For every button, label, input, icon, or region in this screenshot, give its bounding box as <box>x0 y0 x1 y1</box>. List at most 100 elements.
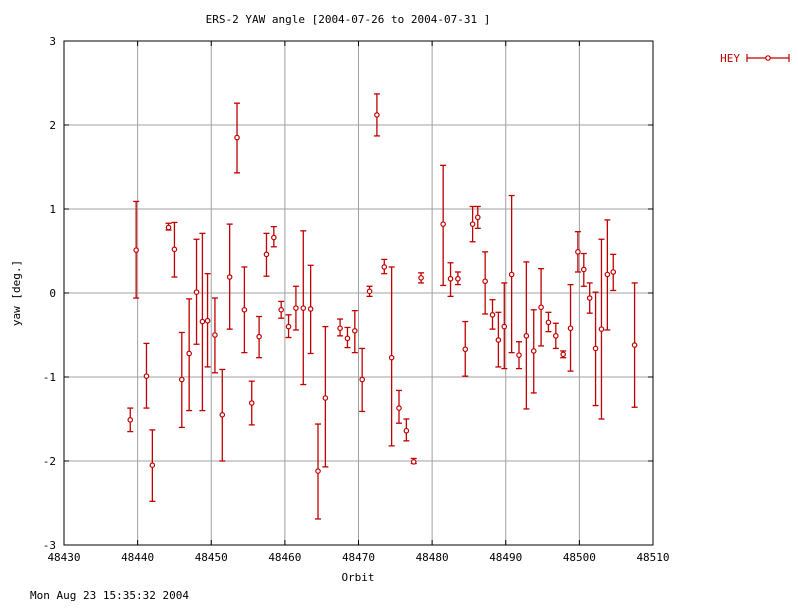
point-marker <box>469 221 476 227</box>
point-marker <box>366 288 373 295</box>
data-point <box>133 200 140 299</box>
data-point <box>359 347 366 413</box>
point-marker <box>193 289 200 295</box>
data-point <box>149 429 156 502</box>
point-marker <box>165 224 172 231</box>
data-point <box>292 285 299 331</box>
data-point <box>440 164 447 287</box>
point-marker <box>186 350 192 357</box>
data-point <box>474 205 481 229</box>
point-marker <box>143 373 150 379</box>
point-marker <box>344 335 351 342</box>
point-marker <box>293 305 299 311</box>
point-marker <box>374 112 380 118</box>
point-marker <box>322 395 329 401</box>
data-point <box>482 251 489 315</box>
point-marker <box>538 304 544 311</box>
point-marker <box>127 417 134 423</box>
chart-title: ERS-2 YAW angle [2004-07-26 to 2004-07-3… <box>206 13 491 26</box>
data-point <box>508 194 515 354</box>
data-point <box>226 223 233 330</box>
data-point <box>337 318 344 337</box>
point-marker <box>315 468 321 474</box>
data-point <box>567 283 574 372</box>
point-marker <box>171 246 178 253</box>
point-marker <box>567 325 574 332</box>
point-marker <box>219 411 226 418</box>
point-marker <box>474 214 481 221</box>
y-axis-ticks: -3 -2 -1 0 1 2 3 <box>43 35 653 552</box>
legend-label-hey: HEY <box>720 52 740 65</box>
x-tick-label: 48510 <box>636 551 669 564</box>
point-marker <box>523 333 530 339</box>
y-tick-label: -3 <box>43 539 56 552</box>
point-marker <box>278 306 284 313</box>
data-point <box>307 264 314 355</box>
point-marker <box>285 323 292 330</box>
point-marker <box>440 221 446 227</box>
data-point <box>418 272 425 284</box>
data-series-hey <box>127 93 638 520</box>
data-point <box>241 266 248 354</box>
point-marker <box>501 323 508 330</box>
x-tick-label: 48440 <box>121 551 154 564</box>
x-tick-label: 48450 <box>195 551 228 564</box>
point-marker <box>530 348 537 354</box>
y-axis-label: yaw [deg.] <box>10 260 23 326</box>
x-axis-ticks: 48430 48440 48450 48460 48470 48480 48490 48500… <box>47 41 670 564</box>
point-marker <box>337 325 343 332</box>
point-marker <box>263 251 270 258</box>
point-marker <box>212 332 218 338</box>
x-tick-label: 48490 <box>489 551 522 564</box>
data-point <box>530 309 537 394</box>
timestamp: Mon Aug 23 15:35:32 2004 <box>30 589 189 602</box>
data-point <box>403 418 410 442</box>
x-tick-label: 48470 <box>342 551 375 564</box>
point-marker <box>256 333 262 340</box>
data-point <box>211 297 218 374</box>
data-point <box>489 299 496 330</box>
point-marker <box>300 305 307 311</box>
legend: HEY <box>720 52 790 65</box>
point-marker <box>241 306 248 313</box>
point-marker <box>226 274 233 280</box>
data-point <box>560 350 567 359</box>
data-point <box>395 389 402 424</box>
data-point <box>315 423 322 520</box>
data-point <box>516 341 523 370</box>
x-tick-label: 48500 <box>563 551 596 564</box>
data-point <box>580 252 587 287</box>
grid-lines <box>64 41 653 545</box>
data-point <box>234 102 241 174</box>
point-marker <box>462 346 469 353</box>
data-point <box>193 238 200 345</box>
data-point <box>204 273 211 368</box>
point-marker <box>199 318 206 325</box>
data-point <box>344 326 351 349</box>
data-point <box>631 282 638 408</box>
point-marker <box>396 405 402 411</box>
point-marker <box>381 264 388 270</box>
data-point <box>270 225 277 248</box>
x-tick-label: 48480 <box>416 551 449 564</box>
point-marker <box>388 354 395 361</box>
legend-marker <box>765 55 771 61</box>
point-marker <box>598 326 605 332</box>
point-marker <box>418 275 424 281</box>
point-marker <box>133 247 139 253</box>
data-point <box>462 320 469 377</box>
point-marker <box>495 337 502 343</box>
point-marker <box>604 271 611 278</box>
data-point <box>300 230 307 386</box>
x-tick-label: 48460 <box>268 551 301 564</box>
y-tick-label: -1 <box>43 371 56 384</box>
point-marker <box>234 134 240 141</box>
data-point <box>469 205 476 243</box>
point-marker <box>553 333 559 339</box>
data-point <box>373 93 380 137</box>
data-point <box>545 311 552 333</box>
data-point <box>388 266 395 447</box>
data-point <box>322 325 329 468</box>
point-marker <box>149 462 156 469</box>
data-point <box>574 231 581 273</box>
